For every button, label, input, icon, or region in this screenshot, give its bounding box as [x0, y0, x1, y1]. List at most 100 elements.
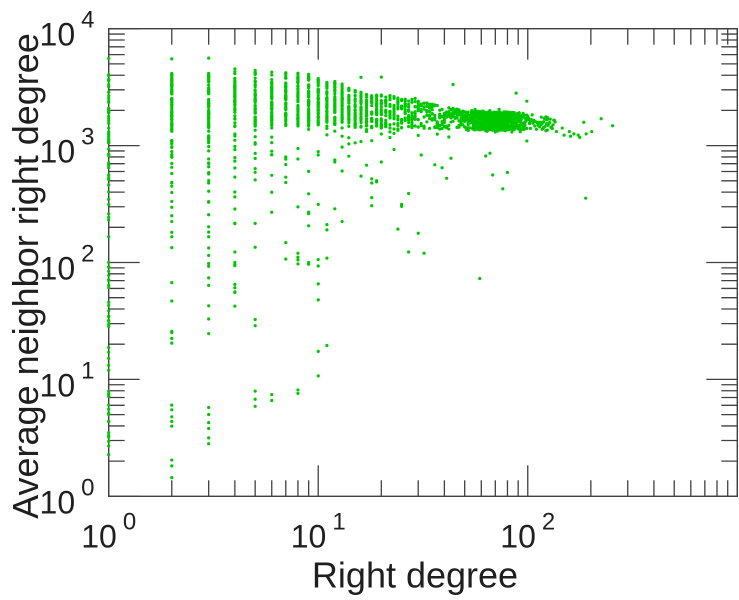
scatter-point	[410, 116, 414, 120]
scatter-point	[528, 126, 533, 131]
scatter-point	[233, 124, 237, 128]
scatter-point	[518, 130, 522, 134]
scatter-point	[333, 99, 337, 103]
scatter-point	[296, 106, 300, 110]
scatter-point	[491, 173, 495, 177]
x-tick-exponent: 0	[123, 509, 136, 536]
scatter-point	[407, 125, 411, 129]
scatter-point	[207, 421, 211, 425]
scatter-point	[207, 304, 211, 308]
scatter-point	[170, 336, 174, 341]
scatter-point	[530, 113, 534, 117]
scatter-point	[325, 119, 329, 124]
scatter-point	[107, 453, 111, 457]
scatter-point	[307, 212, 311, 216]
scatter-point	[325, 133, 329, 137]
scatter-point	[207, 264, 211, 268]
scatter-point	[296, 98, 300, 102]
scatter-point	[207, 86, 211, 90]
scatter-point	[270, 110, 274, 114]
scatter-point	[207, 157, 211, 161]
scatter-point	[333, 108, 337, 113]
scatter-point	[296, 103, 300, 108]
scatter-point	[207, 225, 211, 229]
scatter-point	[447, 110, 451, 114]
scatter-point	[233, 121, 237, 125]
scatter-point	[233, 84, 237, 88]
plot-frame	[107, 28, 738, 498]
scatter-point	[107, 152, 111, 156]
scatter-point	[170, 142, 174, 146]
x-axis-title: Right degree	[312, 555, 518, 596]
y-tick-label: 10 4	[40, 7, 95, 53]
scatter-point	[107, 140, 111, 144]
scatter-point	[107, 218, 111, 222]
scatter-point	[233, 80, 237, 84]
scatter-point	[170, 341, 174, 345]
scatter-point	[270, 100, 274, 104]
scatter-point	[270, 393, 274, 397]
scatter-point	[170, 122, 174, 126]
scatter-point	[325, 117, 329, 121]
scatter-point	[340, 126, 344, 130]
scatter-point	[207, 178, 211, 183]
scatter-point	[497, 107, 501, 111]
scatter-point	[284, 97, 288, 102]
scatter-point	[296, 84, 300, 88]
scatter-point	[284, 175, 288, 179]
scatter-point	[433, 163, 437, 167]
scatter-point	[347, 136, 351, 140]
data-points	[107, 56, 615, 480]
scatter-point	[107, 163, 111, 167]
scatter-point	[375, 122, 379, 126]
scatter-point	[207, 97, 211, 102]
scatter-point	[333, 92, 337, 96]
scatter-point	[384, 120, 388, 125]
scatter-point	[316, 111, 320, 116]
scatter-point	[375, 117, 379, 122]
scatter-point	[316, 282, 320, 286]
scatter-point	[396, 100, 400, 104]
scatter-point	[407, 109, 411, 113]
scatter-point	[340, 84, 344, 88]
scatter-point	[253, 96, 257, 100]
scatter-point	[107, 363, 111, 367]
scatter-point	[233, 110, 237, 114]
scatter-point	[370, 139, 374, 143]
scatter-point	[207, 56, 211, 60]
scatter-point	[340, 134, 344, 138]
scatter-point	[347, 124, 351, 128]
plot-border	[107, 28, 738, 498]
scatter-point	[560, 126, 564, 130]
scatter-point	[364, 117, 369, 121]
scatter-point	[333, 160, 337, 164]
scatter-point	[270, 77, 274, 82]
scatter-point	[296, 205, 300, 209]
scatter-point	[364, 163, 369, 167]
scatter-point	[370, 196, 374, 200]
scatter-point	[233, 138, 237, 142]
scatter-point	[233, 67, 237, 71]
scatter-point	[484, 154, 488, 158]
scatter-point	[340, 169, 344, 173]
scatter-point	[364, 129, 369, 134]
scatter-point	[413, 117, 417, 122]
scatter-point	[207, 235, 211, 239]
scatter-point	[207, 116, 211, 120]
scatter-point	[170, 235, 174, 239]
scatter-point	[107, 56, 111, 61]
scatter-point	[207, 80, 211, 84]
scatter-point	[270, 107, 274, 111]
scatter-point	[170, 171, 174, 176]
scatter-point	[488, 151, 492, 155]
scatter-point	[107, 190, 111, 194]
scatter-point	[296, 258, 300, 262]
scatter-point	[433, 125, 437, 129]
scatter-point	[325, 228, 329, 232]
scatter-point	[359, 107, 363, 111]
scatter-point	[517, 113, 521, 117]
scatter-point	[403, 118, 407, 123]
scatter-point	[359, 120, 363, 125]
scatter-point	[253, 118, 257, 122]
scatter-point	[307, 224, 311, 228]
